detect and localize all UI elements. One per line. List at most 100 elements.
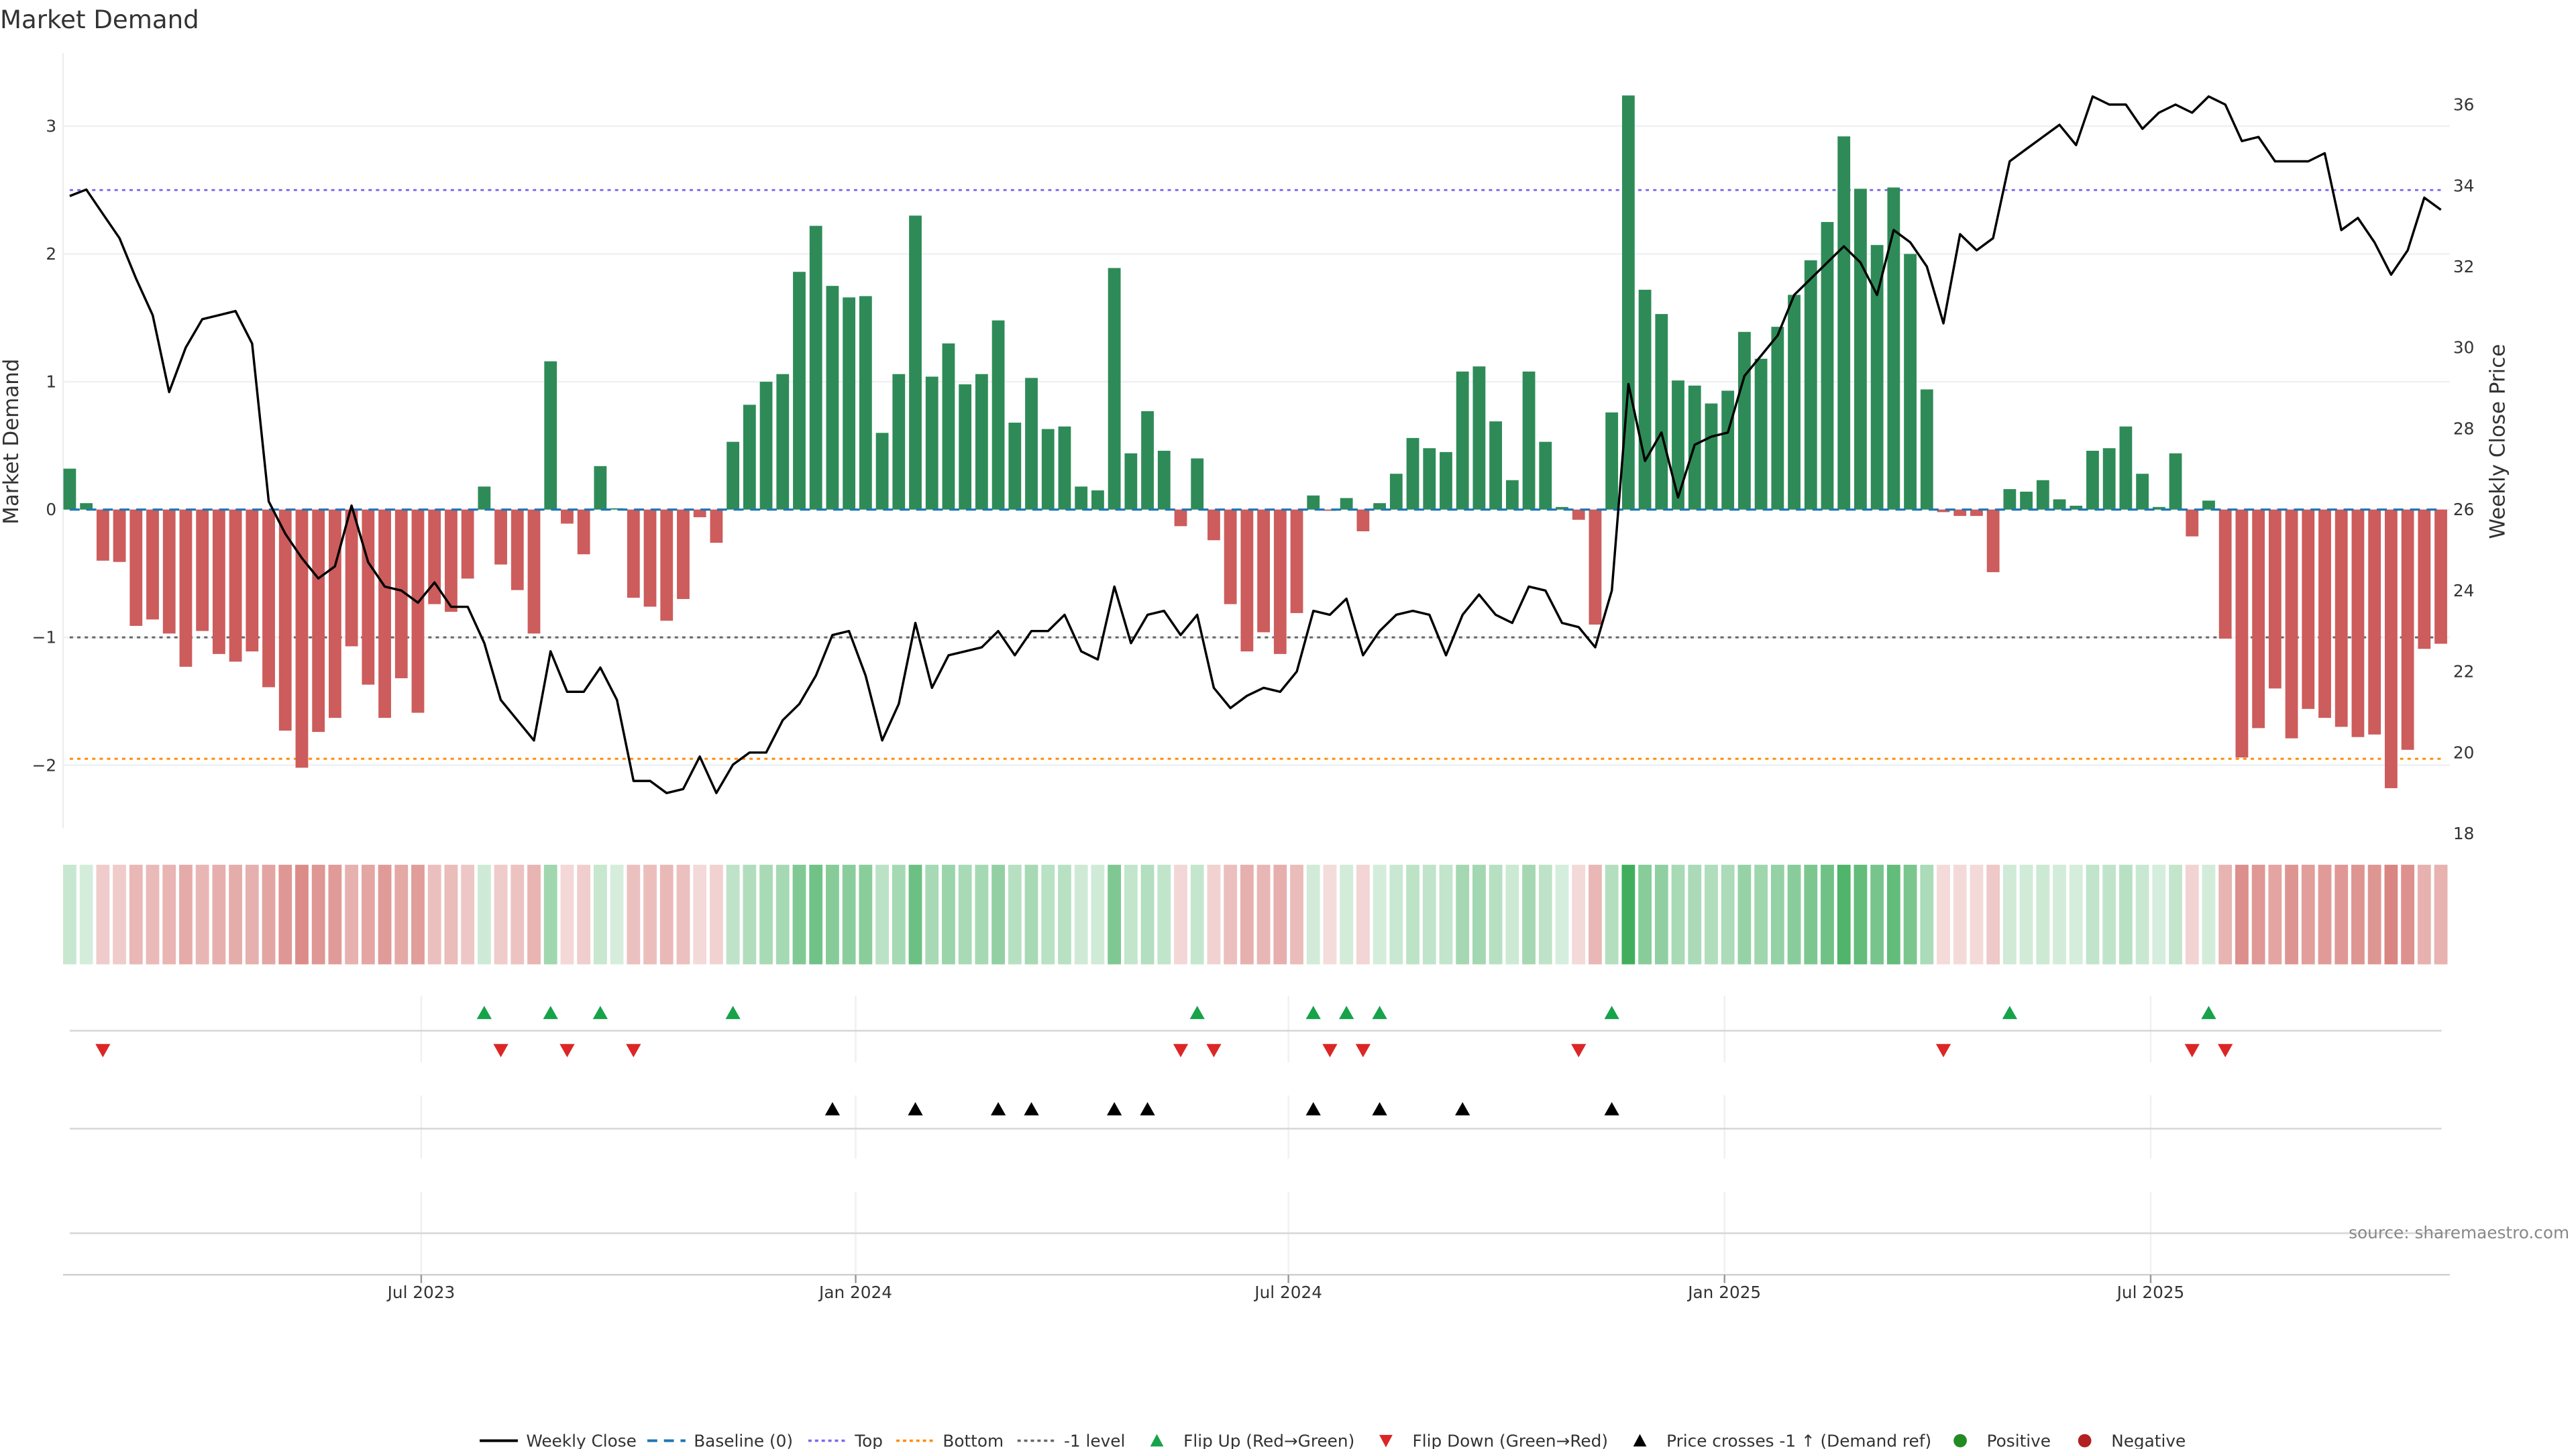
bar-positive bbox=[1340, 498, 1353, 510]
bar-positive bbox=[544, 361, 557, 510]
bar-positive bbox=[1440, 451, 1452, 510]
heat-cell bbox=[1986, 865, 2000, 965]
bar-negative bbox=[1953, 509, 1967, 517]
heat-cell bbox=[345, 865, 359, 965]
heat-cell bbox=[908, 865, 922, 965]
reference-lines bbox=[69, 189, 2442, 760]
heat-cell bbox=[1572, 865, 1586, 965]
heat-cell bbox=[1472, 865, 1486, 965]
bar-positive bbox=[1804, 260, 1817, 510]
flip-down-marker bbox=[626, 1044, 641, 1058]
heat-cell bbox=[1937, 865, 1950, 965]
heat-cell bbox=[577, 865, 591, 965]
bar-negative bbox=[494, 509, 507, 565]
bar-positive bbox=[1075, 486, 1088, 510]
bar-negative bbox=[1224, 509, 1237, 604]
flip-down-marker bbox=[95, 1044, 111, 1058]
heat-cell bbox=[1903, 865, 1917, 965]
bar-positive bbox=[1406, 437, 1419, 510]
bar-negative bbox=[445, 509, 458, 612]
legend-label: Baseline (0) bbox=[694, 1431, 793, 1449]
heat-cell bbox=[593, 865, 607, 965]
heat-cell bbox=[427, 865, 441, 965]
heat-cell bbox=[1190, 865, 1204, 965]
bar-positive bbox=[743, 405, 756, 510]
bar-positive bbox=[942, 343, 955, 510]
heat-cell bbox=[2152, 865, 2166, 965]
heat-cell bbox=[1058, 865, 1071, 965]
legend-item-flip_down: Flip Down (Green→Red) bbox=[1379, 1431, 1608, 1449]
price-cross-marker bbox=[1604, 1102, 1619, 1116]
bar-negative bbox=[677, 509, 690, 599]
heat-cell bbox=[627, 865, 641, 965]
bar-negative bbox=[1273, 509, 1287, 654]
heat-cell bbox=[1406, 865, 1419, 965]
flip-up-marker bbox=[1339, 1006, 1354, 1020]
bar-positive bbox=[759, 382, 773, 510]
signal-markers bbox=[95, 1006, 2233, 1116]
bar-negative bbox=[2318, 509, 2331, 718]
heat-cell bbox=[1041, 865, 1055, 965]
heat-cell bbox=[328, 865, 342, 965]
bar-positive bbox=[2053, 499, 2066, 510]
bar-negative bbox=[1937, 509, 1950, 513]
heat-cell bbox=[2251, 865, 2265, 965]
x-axis: Jul 2023 Jan 2024 Jul 2024 Jan 2025 Jul 2025 bbox=[63, 1273, 2450, 1302]
legend-triangle-down-icon bbox=[1379, 1434, 1393, 1448]
price-cross-marker bbox=[1024, 1102, 1039, 1116]
bar-positive bbox=[1124, 453, 1138, 510]
heat-cell bbox=[1705, 865, 1718, 965]
legend-label: Bottom bbox=[943, 1431, 1004, 1449]
bar-positive bbox=[859, 296, 872, 510]
bar-positive bbox=[2070, 505, 2083, 510]
bar-negative bbox=[179, 509, 193, 667]
heat-cell bbox=[892, 865, 906, 965]
heat-cell bbox=[2235, 865, 2249, 965]
heat-cell bbox=[1074, 865, 1088, 965]
bar-positive bbox=[959, 384, 972, 510]
heat-cell bbox=[543, 865, 557, 965]
bar-negative bbox=[378, 509, 391, 718]
legend-label: -1 level bbox=[1064, 1431, 1125, 1449]
bar-negative bbox=[511, 509, 524, 590]
heat-cell bbox=[278, 865, 292, 965]
heat-cell bbox=[63, 865, 76, 965]
heat-cell bbox=[361, 865, 375, 965]
x-tick-label: Jan 2025 bbox=[1686, 1283, 1761, 1302]
bar-negative bbox=[1356, 509, 1370, 531]
heat-cell bbox=[676, 865, 690, 965]
bar-negative bbox=[2401, 509, 2414, 750]
heat-cell bbox=[1770, 865, 1784, 965]
bar-positive bbox=[1721, 390, 1735, 510]
bar-positive bbox=[63, 468, 76, 510]
heat-cell bbox=[461, 865, 475, 965]
x-tick-label: Jul 2023 bbox=[386, 1283, 455, 1302]
heat-cell bbox=[759, 865, 773, 965]
legend: Weekly Close Baseline (0) Top Bottom -1 leve… bbox=[480, 1431, 2186, 1449]
bar-positive bbox=[1887, 187, 1900, 510]
heat-cell bbox=[958, 865, 972, 965]
heat-cell bbox=[1754, 865, 1768, 965]
legend-label: Flip Up (Red→Green) bbox=[1183, 1431, 1354, 1449]
heat-cell bbox=[511, 865, 525, 965]
heat-cell bbox=[179, 865, 193, 965]
bar-positive bbox=[925, 376, 938, 510]
price-cross-marker bbox=[908, 1102, 923, 1116]
bar-positive bbox=[1307, 495, 1320, 510]
flip-down-marker bbox=[493, 1044, 508, 1058]
bar-positive bbox=[1041, 429, 1055, 510]
bar-negative bbox=[693, 509, 706, 518]
heat-cell bbox=[1804, 865, 1818, 965]
legend-item-negative: Negative bbox=[2078, 1431, 2186, 1449]
heat-cell bbox=[1273, 865, 1287, 965]
bar-negative bbox=[2334, 509, 2348, 727]
bar-positive bbox=[2003, 489, 2017, 510]
heat-cell bbox=[2002, 865, 2017, 965]
heat-cell bbox=[311, 865, 325, 965]
x-tick-label: Jul 2025 bbox=[2116, 1283, 2185, 1302]
bar-positive bbox=[892, 374, 906, 510]
heat-cell bbox=[1456, 865, 1470, 965]
legend-label: Weekly Close bbox=[526, 1431, 637, 1449]
heat-cell bbox=[1340, 865, 1354, 965]
heat-cell bbox=[1671, 865, 1685, 965]
